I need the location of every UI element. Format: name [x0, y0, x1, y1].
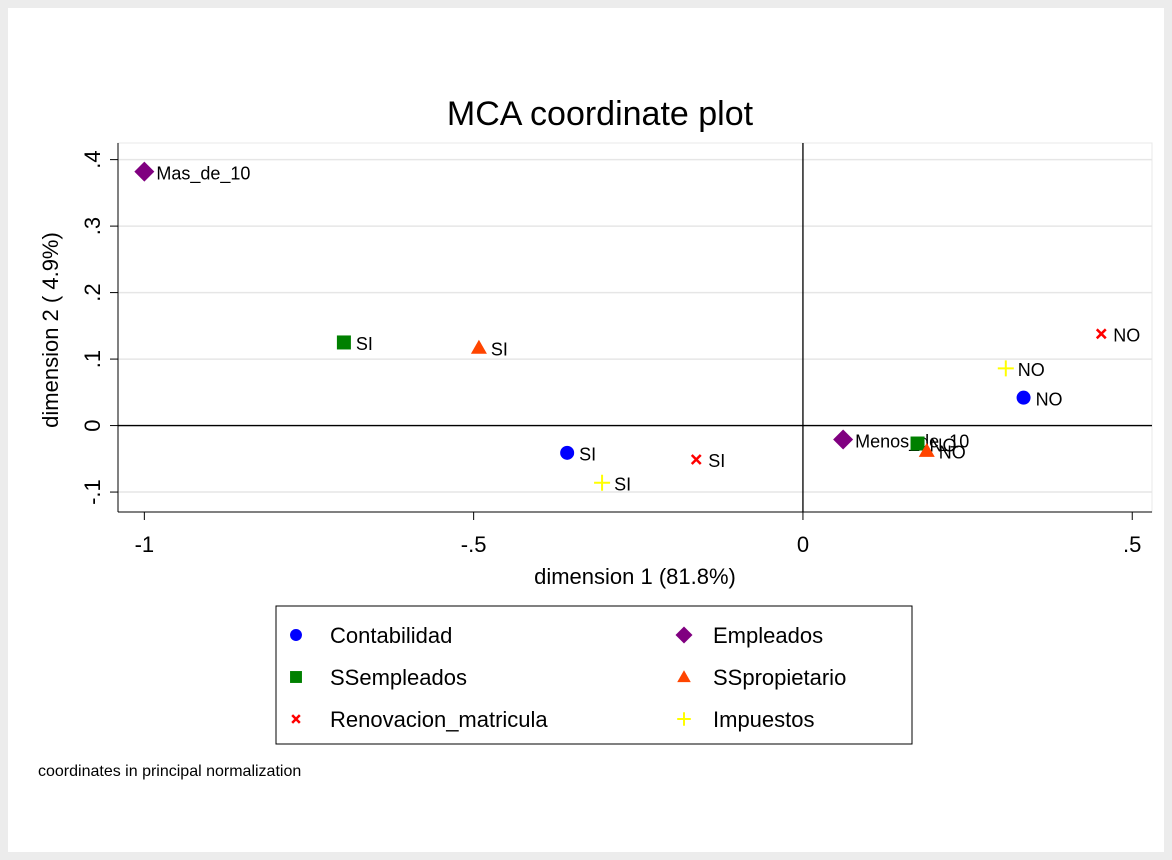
- point: [997, 360, 1014, 377]
- legend-label: Contabilidad: [330, 623, 452, 648]
- point-label: Mas_de_10: [156, 163, 250, 184]
- point-label: NO: [930, 435, 957, 455]
- y-axis-title: dimension 2 ( 4.9%): [38, 232, 63, 428]
- point-label: NO: [1018, 360, 1045, 380]
- legend-marker: [677, 670, 691, 683]
- legend-marker: [675, 626, 693, 644]
- point: [470, 339, 487, 354]
- x-tick-label: -1: [135, 532, 155, 557]
- point: [134, 161, 155, 182]
- y-tick-label: .4: [80, 150, 105, 168]
- point: [560, 445, 575, 460]
- point-label: NO: [939, 443, 966, 463]
- legend-label: SSpropietario: [713, 665, 846, 690]
- point-label: SI: [708, 451, 725, 471]
- point-label: SI: [491, 340, 508, 360]
- point: [910, 436, 925, 451]
- x-tick-label: .5: [1123, 532, 1141, 557]
- legend-marker: [677, 712, 691, 726]
- point: [1016, 390, 1031, 405]
- note: coordinates in principal normalization: [38, 763, 301, 780]
- point-label: SI: [579, 445, 596, 465]
- point: [918, 442, 935, 457]
- legend-marker: [291, 714, 301, 724]
- legend-marker: [290, 671, 302, 683]
- x-tick-label: 0: [797, 532, 809, 557]
- point: [833, 429, 854, 450]
- legend-label: Renovacion_matricula: [330, 707, 548, 732]
- chart-title: MCA coordinate plot: [447, 95, 754, 133]
- x-axis-title: dimension 1 (81.8%): [534, 564, 736, 589]
- point-label: SI: [356, 334, 373, 354]
- y-tick-label: .3: [80, 217, 105, 235]
- plot-area: [117, 142, 1153, 513]
- y-tick-label: .2: [80, 283, 105, 301]
- y-tick-label: 0: [80, 419, 105, 431]
- x-tick-label: -.5: [461, 532, 487, 557]
- legend-label: Impuestos: [713, 707, 815, 732]
- legend-box: [275, 605, 913, 745]
- legend-label: Empleados: [713, 623, 823, 648]
- point-label: SI: [614, 474, 631, 494]
- point: [1095, 328, 1107, 340]
- point: [336, 335, 351, 350]
- point: [690, 454, 702, 465]
- point: [594, 474, 611, 491]
- point-label: NO: [1113, 326, 1140, 346]
- point-label: NO: [1036, 389, 1063, 409]
- legend-marker: [290, 629, 302, 641]
- y-tick-label: .1: [80, 350, 105, 368]
- legend-label: SSempleados: [330, 665, 467, 690]
- y-tick-label: -.1: [80, 479, 105, 505]
